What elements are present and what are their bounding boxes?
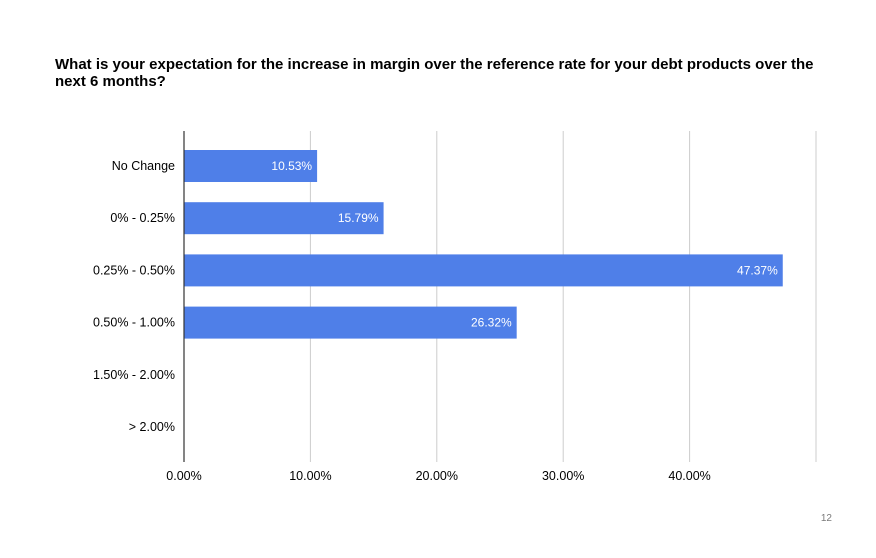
x-tick-label: 30.00% — [542, 469, 584, 483]
bar — [184, 254, 783, 287]
category-label: > 2.00% — [129, 420, 175, 434]
x-tick-label: 20.00% — [416, 469, 458, 483]
x-tick-label: 0.00% — [166, 469, 201, 483]
bar — [184, 150, 318, 182]
category-label: No Change — [112, 159, 175, 173]
category-label: 0.25% - 0.50% — [93, 263, 175, 277]
category-label: 0% - 0.25% — [110, 211, 175, 225]
bar-data-label: 26.32% — [471, 316, 512, 330]
category-label: 1.50% - 2.00% — [93, 368, 175, 382]
bar — [184, 202, 384, 235]
category-label: 0.50% - 1.00% — [93, 316, 175, 330]
page-number: 12 — [820, 513, 832, 524]
bar-data-label: 10.53% — [271, 159, 312, 173]
bar-data-label: 15.79% — [338, 211, 379, 225]
bar — [184, 306, 517, 339]
x-tick-label: 40.00% — [668, 469, 710, 483]
x-tick-label: 10.00% — [289, 469, 331, 483]
chart-title: What is your expectation for the increas… — [55, 56, 814, 90]
bar-data-label: 47.37% — [737, 263, 778, 277]
